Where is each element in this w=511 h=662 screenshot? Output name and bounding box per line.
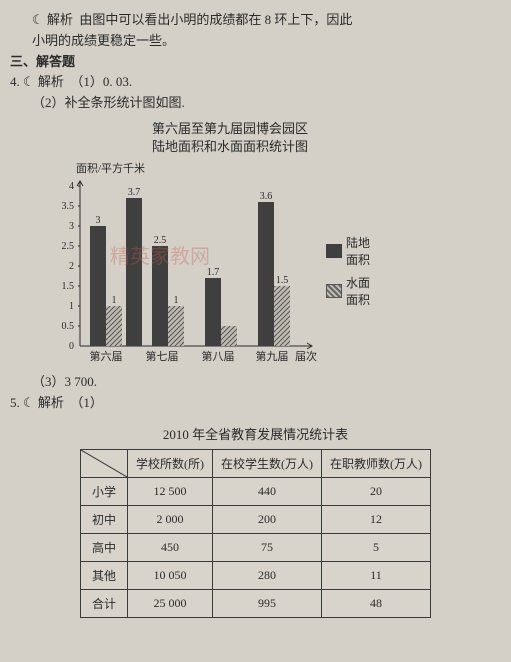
legend-swatch-water [326,284,342,298]
cell: 280 [213,561,322,589]
svg-text:3: 3 [69,221,74,232]
svg-text:第八届: 第八届 [202,349,235,363]
col-header: 学校所数(所) [128,449,213,477]
chart-title-l2: 陆地面积和水面面积统计图 [50,138,410,156]
cell: 5 [322,533,431,561]
y-axis-label: 面积/平方千米 [76,160,410,176]
education-table: 学校所数(所) 在校学生数(万人) 在职教师数(万人) 小学 12 500 44… [80,449,431,618]
svg-text:2.5: 2.5 [62,241,75,252]
svg-text:1: 1 [69,301,74,312]
table-row: 小学 12 500 440 20 [81,477,431,505]
analysis-line-1: ☾ 解析 由图中可以看出小明的成绩都在 8 环上下，因此 [10,10,501,31]
analysis-text-2: 小明的成绩更稳定一些。 [32,33,175,48]
q5-part1: （1） [70,395,103,410]
cell: 75 [213,533,322,561]
cell: 12 500 [128,477,213,505]
legend-land-l2: 面积 [346,251,370,268]
svg-text:1.5: 1.5 [62,281,75,292]
analysis-text-1: 由图中可以看出小明的成绩都在 8 环上下，因此 [79,12,352,27]
legend-water: 水面 面积 [326,274,370,308]
cell: 995 [213,589,322,617]
row-head: 初中 [81,505,128,533]
row-head: 高中 [81,533,128,561]
y-ticks: 0 0.5 1 1.5 2 2.5 3 3.5 4 [62,181,81,352]
q4-part3: （3）3 700. [10,372,501,393]
row-head: 合计 [81,589,128,617]
cell: 450 [128,533,213,561]
analysis-line-2: 小明的成绩更稳定一些。 [10,31,501,52]
svg-text:4: 4 [69,181,74,192]
cell: 20 [322,477,431,505]
table-title: 2010 年全省教育发展情况统计表 [10,424,501,443]
cell: 440 [213,477,322,505]
svg-text:0.5: 0.5 [62,321,75,332]
svg-text:第六届: 第六届 [90,349,123,363]
col-header: 在职教师数(万人) [322,449,431,477]
svg-text:3.7: 3.7 [128,187,141,198]
legend-land-l1: 陆地 [346,234,370,251]
svg-text:1: 1 [174,295,179,306]
cell: 12 [322,505,431,533]
table-row: 合计 25 000 995 48 [81,589,431,617]
svg-text:0: 0 [69,341,74,352]
q4-line: 4. ☾ 解析 （1）0. 03. [10,72,501,93]
svg-text:第七届: 第七届 [146,349,179,363]
svg-text:1.7: 1.7 [207,267,220,278]
cell: 11 [322,561,431,589]
legend-water-l2: 面积 [346,291,370,308]
table-row: 其他 10 050 280 11 [81,561,431,589]
svg-text:1.5: 1.5 [276,275,289,286]
q4-part2: （2）补全条形统计图如图. [10,93,501,114]
chart-title: 第六届至第九届园博会园区 陆地面积和水面面积统计图 [50,120,410,156]
cell: 48 [322,589,431,617]
cell: 10 050 [128,561,213,589]
legend-land: 陆地 面积 [326,234,370,268]
chart-svg: 0 0.5 1 1.5 2 2.5 3 3.5 4 3 1 3.7 2.5 [50,176,320,366]
cell: 25 000 [128,589,213,617]
svg-text:2.5: 2.5 [154,235,167,246]
svg-text:3.5: 3.5 [62,201,75,212]
table-row: 高中 450 75 5 [81,533,431,561]
bar-chart: 第六届至第九届园博会园区 陆地面积和水面面积统计图 面积/平方千米 0 0.5 … [50,120,410,366]
chart-title-l1: 第六届至第九届园博会园区 [50,120,410,138]
svg-text:1: 1 [112,295,117,306]
legend: 陆地 面积 水面 面积 [326,228,370,314]
svg-text:3.6: 3.6 [260,191,273,202]
section-heading: 三、解答题 [10,52,501,73]
cell: 2 000 [128,505,213,533]
row-head: 其他 [81,561,128,589]
q4-label: 4. ☾ 解析 [10,74,64,89]
table-corner-cell [81,449,128,477]
legend-swatch-land [326,244,342,258]
svg-text:2: 2 [69,261,74,272]
svg-text:3: 3 [96,215,101,226]
svg-text:第九届: 第九届 [256,349,289,363]
q5-label: 5. ☾ 解析 [10,395,64,410]
legend-water-l1: 水面 [346,274,370,291]
q4-part1: （1）0. 03. [70,74,132,89]
analysis-marker: ☾ 解析 [32,12,73,27]
cell: 200 [213,505,322,533]
col-header: 在校学生数(万人) [213,449,322,477]
table-header-row: 学校所数(所) 在校学生数(万人) 在职教师数(万人) [81,449,431,477]
table-row: 初中 2 000 200 12 [81,505,431,533]
row-head: 小学 [81,477,128,505]
svg-text:届次: 届次 [295,349,317,363]
q5-line: 5. ☾ 解析 （1） [10,393,501,414]
